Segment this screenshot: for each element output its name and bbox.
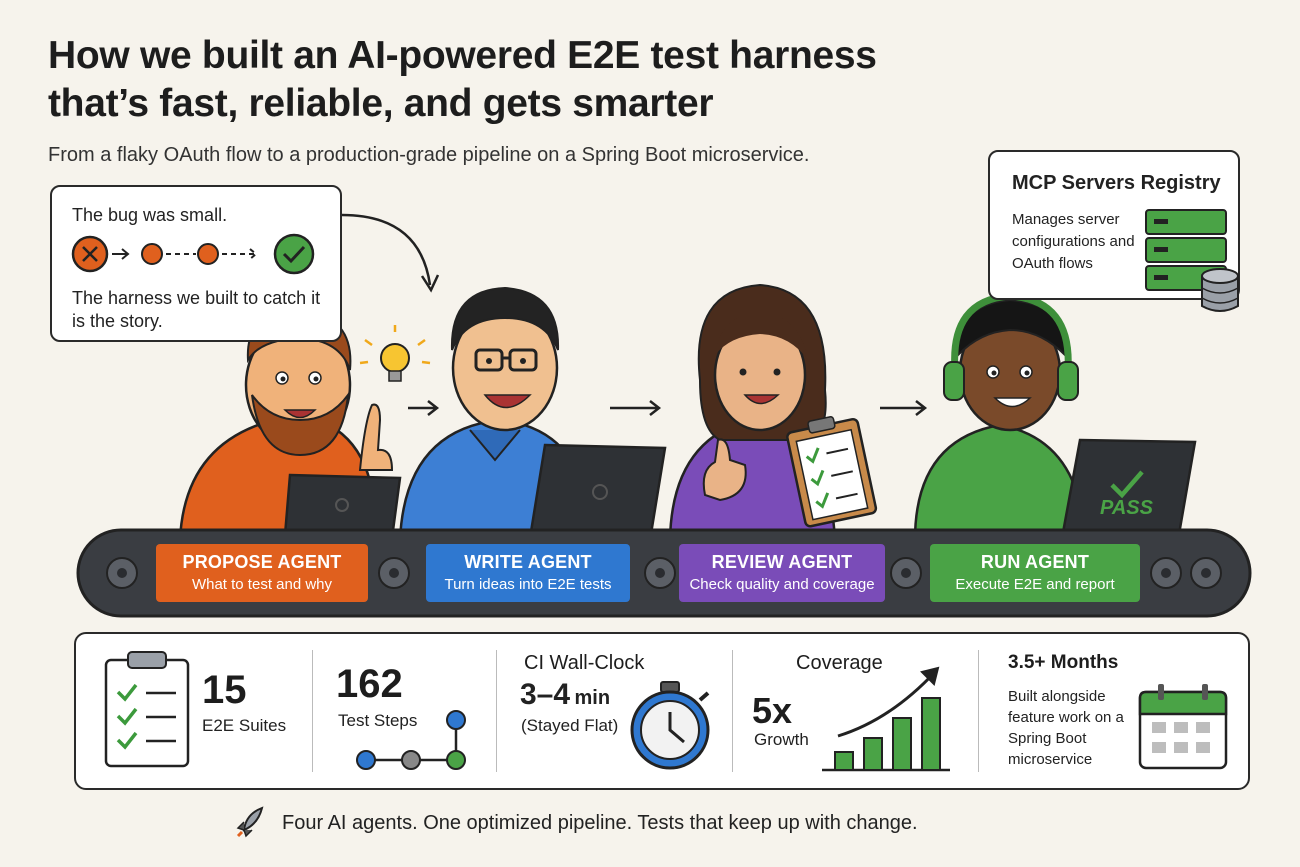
growth-chart-icon — [822, 666, 950, 772]
ci-unit: min — [574, 687, 611, 709]
footer-tagline: Four AI agents. One optimized pipeline. … — [282, 812, 918, 834]
suites-label: E2E Suites — [202, 716, 287, 735]
server-stack-icon — [1145, 209, 1239, 312]
title-line-2: that’s fast, reliable, and gets smarter — [48, 82, 714, 125]
agent-run-name: RUN AGENT — [980, 552, 1090, 572]
steps-label: Test Steps — [338, 711, 418, 730]
agent-review: REVIEW AGENT Check quality and coverage — [679, 544, 885, 602]
title-line-1: How we built an AI-powered E2E test harn… — [48, 34, 877, 77]
agent-propose: PROPOSE AGENT What to test and why — [156, 544, 368, 602]
agent-write: WRITE AGENT Turn ideas into E2E tests — [426, 544, 630, 602]
registry-title: MCP Servers Registry — [1012, 172, 1221, 194]
ci-value-group: 3–4 min — [520, 678, 610, 712]
agent-review-name: REVIEW AGENT — [711, 552, 853, 572]
agent-review-desc: Check quality and coverage — [689, 576, 875, 593]
person-write — [398, 286, 667, 542]
stats-divider — [312, 650, 313, 772]
coverage-label: Growth — [754, 730, 809, 749]
agent-run-desc: Execute E2E and report — [955, 576, 1115, 593]
agent-propose-desc: What to test and why — [191, 576, 333, 593]
callout-arrow — [341, 213, 432, 286]
coverage-header: Coverage — [796, 652, 883, 674]
months-header: 3.5+ Months — [1008, 652, 1119, 673]
lightbulb-icon — [359, 325, 431, 382]
registry-description: Manages server configurations and OAuth … — [1012, 211, 1135, 272]
page-title: How we built an AI-powered E2E test harn… — [48, 32, 1008, 128]
stopwatch-icon — [630, 681, 710, 770]
steps-graph-icon — [356, 710, 466, 770]
bug-callout: The bug was small. The harness we built … — [50, 185, 342, 342]
bug-flow-icon — [71, 233, 315, 275]
coverage-value: 5x — [752, 690, 793, 731]
steps-value: 162 — [336, 662, 403, 706]
pass-screen-text: PASS — [1100, 497, 1153, 519]
agent-write-name: WRITE AGENT — [464, 552, 592, 572]
calendar-icon — [1138, 684, 1228, 770]
person-propose — [178, 308, 402, 542]
rocket-icon — [236, 806, 264, 838]
ci-note: (Stayed Flat) — [521, 716, 619, 735]
person-run — [913, 292, 1197, 542]
page-subtitle: From a flaky OAuth flow to a production-… — [48, 144, 810, 166]
months-description: Built alongside feature work on a Spring… — [1008, 688, 1124, 768]
callout-line-1: The bug was small. — [72, 205, 228, 225]
callout-line-2: The harness we built to catch it is the … — [72, 288, 321, 331]
ci-value: 3–4 — [520, 678, 571, 711]
agent-write-desc: Turn ideas into E2E tests — [444, 576, 612, 593]
database-icon — [1201, 268, 1239, 312]
flow-arrows — [408, 400, 928, 416]
person-review — [668, 283, 878, 542]
clipboard-icon — [104, 651, 190, 768]
stats-divider — [496, 650, 497, 772]
ci-header: CI Wall-Clock — [524, 652, 645, 674]
suites-value: 15 — [202, 668, 247, 712]
agent-run: RUN AGENT Execute E2E and report — [930, 544, 1140, 602]
mcp-registry-card: MCP Servers Registry Manages server conf… — [988, 150, 1240, 312]
stats-divider — [732, 650, 733, 772]
stats-divider — [978, 650, 979, 772]
agent-propose-name: PROPOSE AGENT — [182, 552, 342, 572]
